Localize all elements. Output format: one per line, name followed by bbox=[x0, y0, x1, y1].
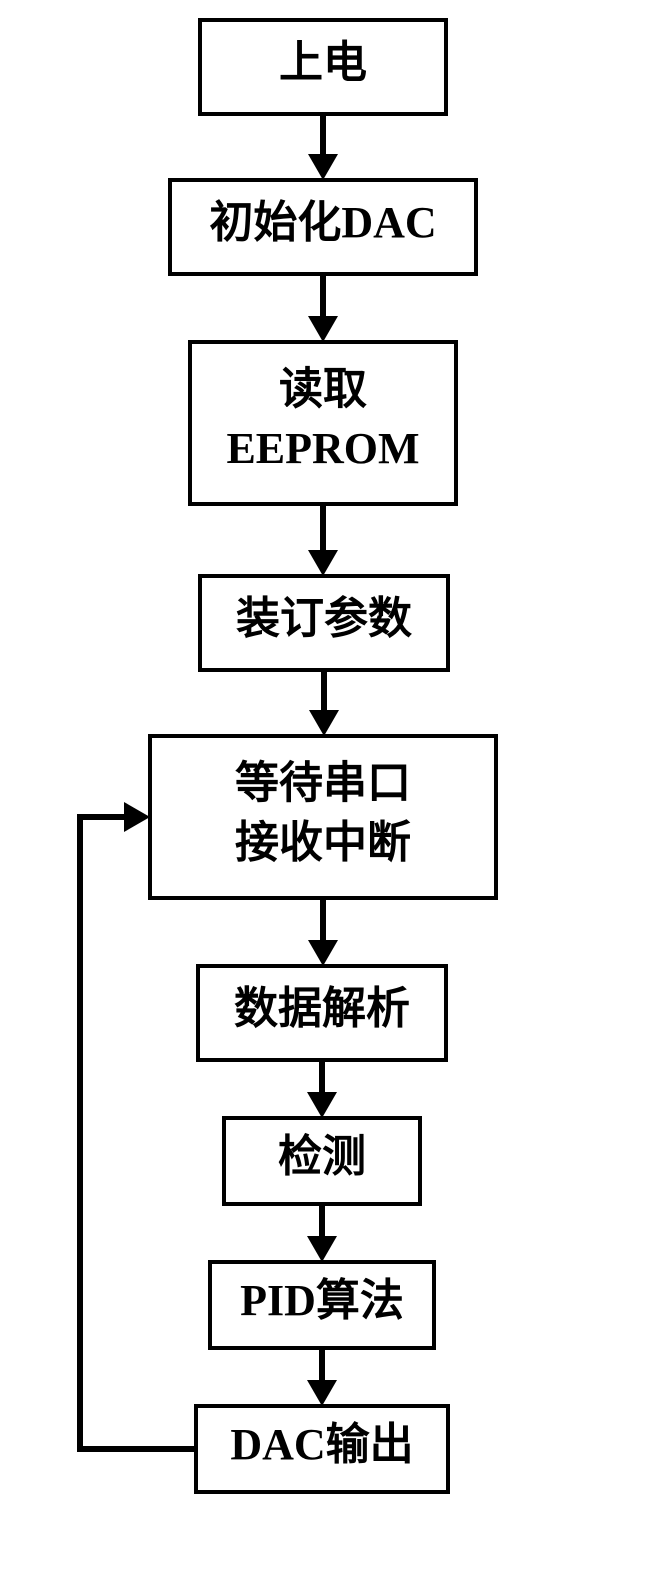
node-label: 检测 bbox=[278, 1132, 366, 1181]
node-label: PID算法 bbox=[240, 1276, 404, 1325]
arrow-head-icon bbox=[124, 802, 150, 832]
node-label: 初始化DAC bbox=[209, 198, 436, 247]
node-label: 接收中断 bbox=[235, 818, 411, 867]
arrow-head-icon bbox=[307, 1380, 337, 1406]
flow-node-n3: 装订参数 bbox=[200, 576, 448, 670]
node-label: DAC输出 bbox=[230, 1420, 413, 1469]
arrow-head-icon bbox=[309, 710, 339, 736]
node-label: 数据解析 bbox=[234, 984, 410, 1033]
flow-node-n2: 读取 EEPROM bbox=[190, 342, 456, 504]
arrow-head-icon bbox=[308, 940, 338, 966]
flow-node-n1: 初始化DAC bbox=[170, 180, 476, 274]
arrow-head-icon bbox=[308, 316, 338, 342]
flow-node-n8: DAC输出 bbox=[196, 1406, 448, 1492]
node-label: EEPROM bbox=[226, 424, 419, 473]
node-label: 上电 bbox=[279, 38, 367, 87]
feedback-arrow bbox=[80, 817, 196, 1449]
node-label: 等待串口 bbox=[235, 758, 411, 807]
arrow-head-icon bbox=[307, 1092, 337, 1118]
flow-node-n5: 数据解析 bbox=[198, 966, 446, 1060]
node-label: 装订参数 bbox=[236, 594, 412, 643]
arrow-head-icon bbox=[307, 1236, 337, 1262]
flow-node-n0: 上电 bbox=[200, 20, 446, 114]
arrow-head-icon bbox=[308, 550, 338, 576]
arrow-head-icon bbox=[308, 154, 338, 180]
flow-node-n7: PID算法 bbox=[210, 1262, 434, 1348]
flow-node-n6: 检测 bbox=[224, 1118, 420, 1204]
node-label: 读取 bbox=[279, 364, 367, 413]
flow-node-n4: 等待串口接收中断 bbox=[150, 736, 496, 898]
